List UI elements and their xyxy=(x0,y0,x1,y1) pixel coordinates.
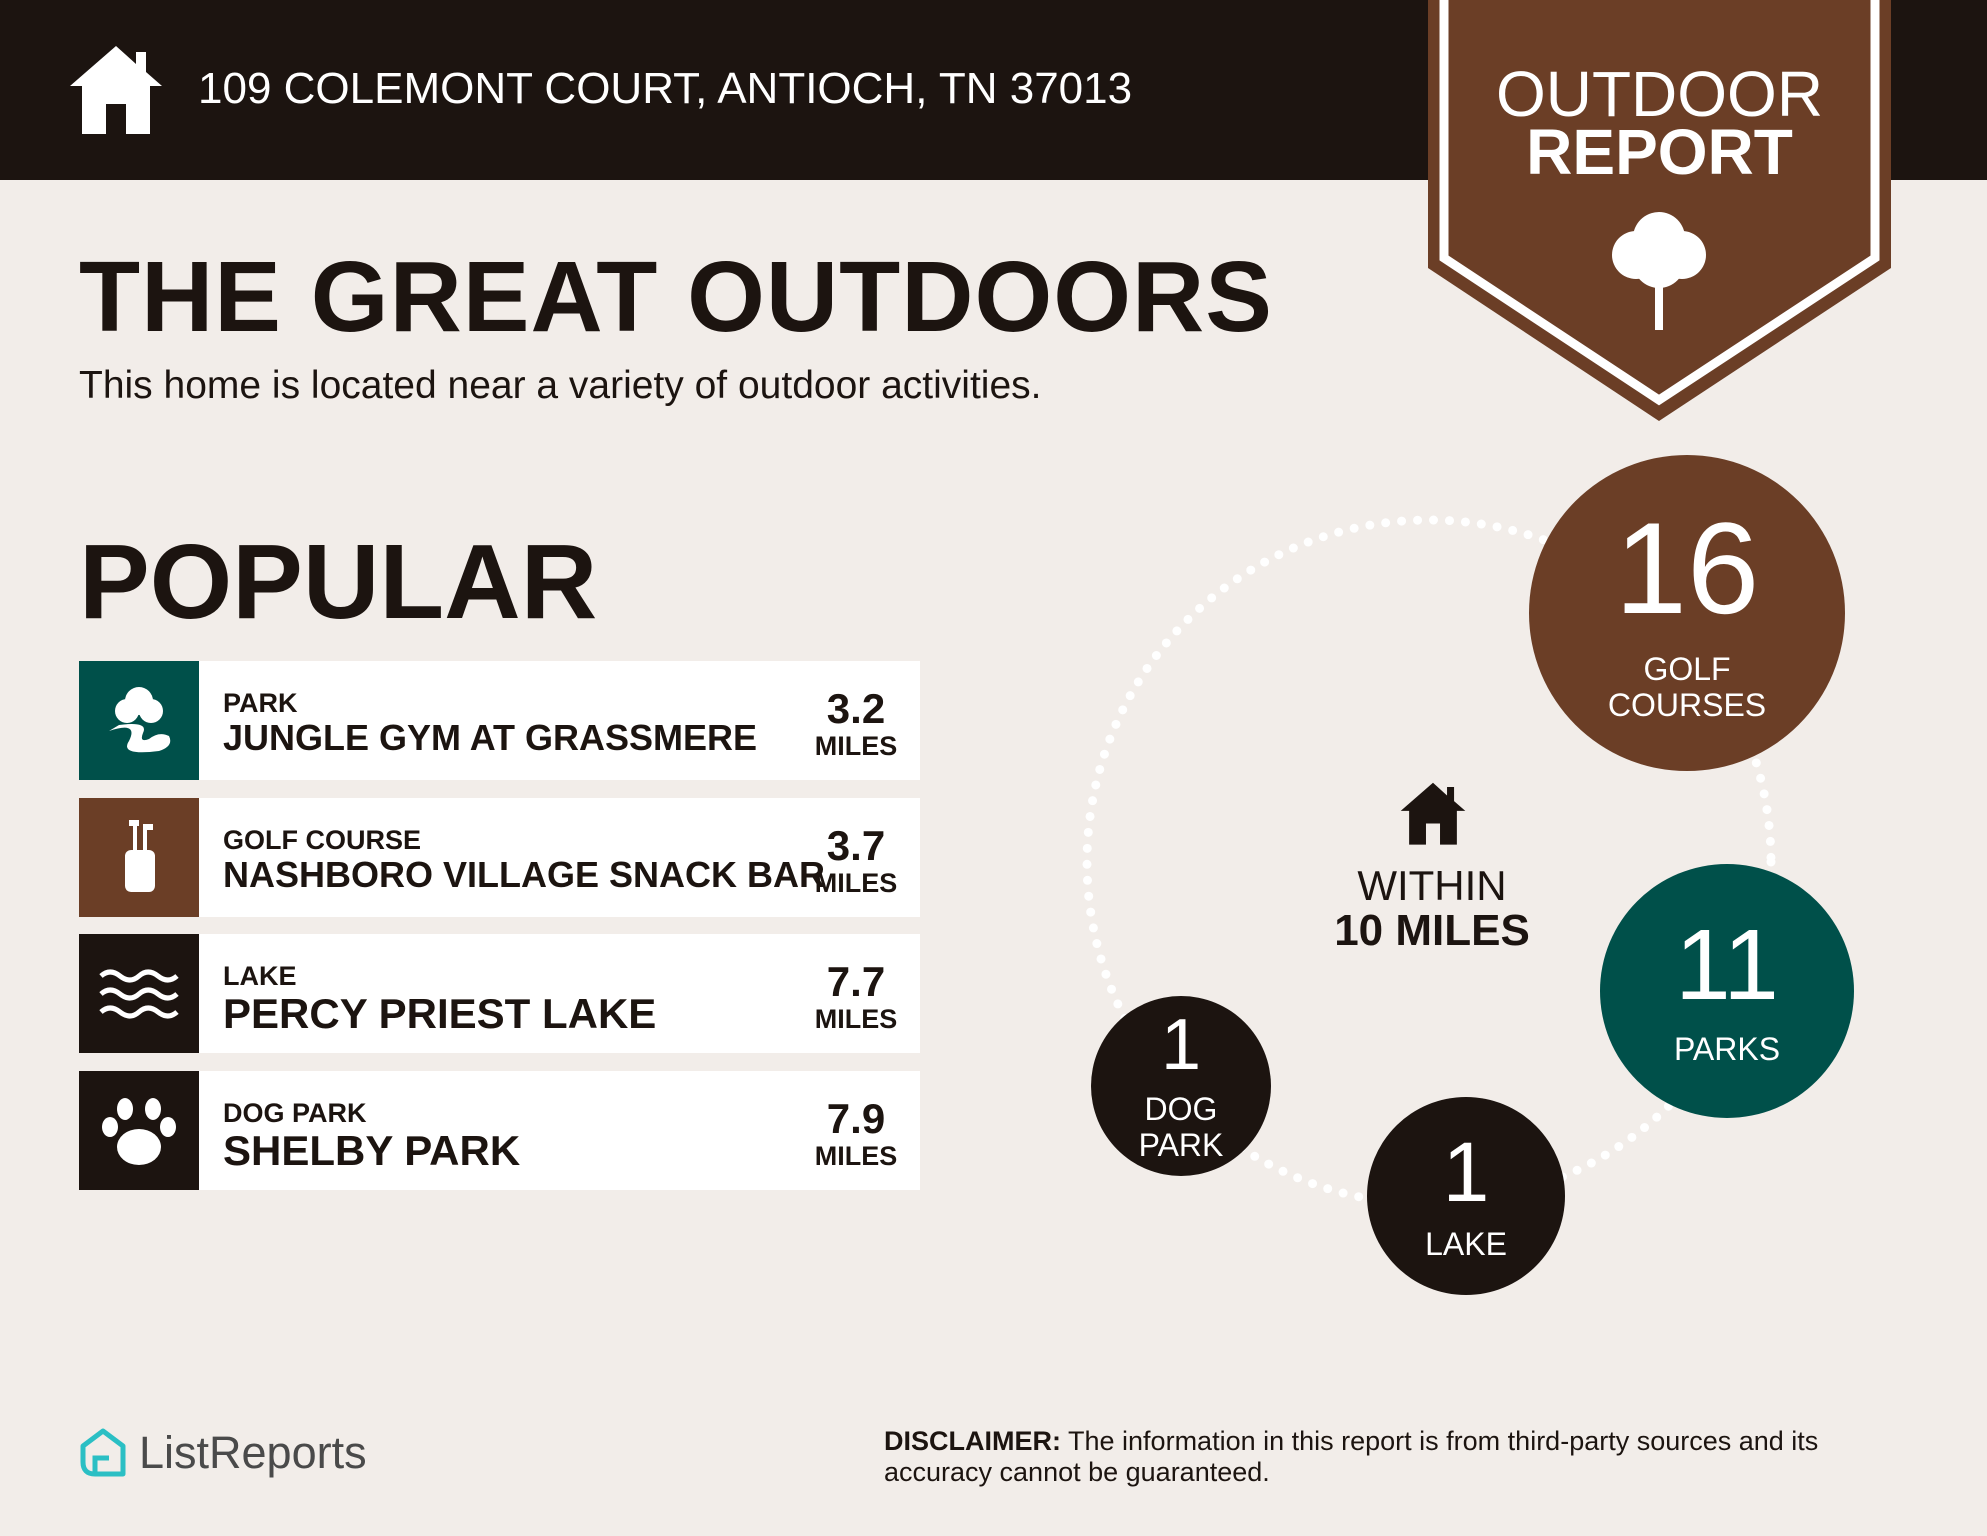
count-label: COURSES xyxy=(1607,687,1767,724)
category: LAKE xyxy=(223,961,297,991)
distance: 7.9 xyxy=(826,1095,886,1142)
count-circle: 1 LAKE xyxy=(1367,1097,1565,1295)
report-badge xyxy=(1428,0,1891,421)
badge-line1: OUTDOOR xyxy=(1495,58,1824,130)
brand-logo xyxy=(80,1428,126,1477)
disclaimer-text: The information in this report is from t… xyxy=(884,1426,1819,1487)
popular-row: DOG PARK SHELBY PARK 7.9 MILES xyxy=(79,1071,920,1190)
category: GOLF COURSE xyxy=(223,825,422,855)
count-circle: 1 DOG PARK xyxy=(1091,996,1271,1176)
distance-unit: MILES xyxy=(814,1141,898,1171)
category: PARK xyxy=(223,688,298,718)
paw-icon xyxy=(79,1071,199,1190)
section-heading: POPULAR xyxy=(79,523,598,641)
distance: 7.7 xyxy=(826,958,886,1005)
distance-unit: MILES xyxy=(814,731,898,761)
place-name: NASHBORO VILLAGE SNACK BAR xyxy=(223,854,826,895)
park-icon xyxy=(79,661,199,780)
popular-row: LAKE PERCY PRIEST LAKE 7.7 MILES xyxy=(79,934,920,1053)
place-name: PERCY PRIEST LAKE xyxy=(223,990,657,1037)
count: 1 xyxy=(1160,1004,1202,1085)
golf-icon xyxy=(79,798,199,917)
count: 16 xyxy=(1614,494,1760,641)
lake-icon xyxy=(79,934,199,1053)
home-icon xyxy=(70,46,162,134)
distance-unit: MILES xyxy=(814,868,898,898)
distance: 3.2 xyxy=(826,685,886,732)
radius-ring xyxy=(1082,515,1776,1209)
count-circle: 16 GOLF COURSES xyxy=(1529,455,1845,771)
disclaimer: DISCLAIMER: The information in this repo… xyxy=(884,1426,1914,1488)
count-circle: 11 PARKS xyxy=(1600,864,1854,1118)
count-label: DOG xyxy=(1144,1091,1218,1128)
count-label: LAKE xyxy=(1425,1225,1507,1262)
count-label: PARK xyxy=(1138,1127,1224,1164)
count-label: PARKS xyxy=(1673,1030,1781,1067)
count-label: GOLF xyxy=(1643,651,1731,688)
home-icon xyxy=(1400,782,1466,845)
title: THE GREAT OUTDOORS xyxy=(79,241,1273,353)
subtitle: This home is located near a variety of o… xyxy=(79,364,1042,407)
disclaimer-label: DISCLAIMER: xyxy=(884,1426,1061,1456)
radius-label: WITHIN xyxy=(1357,862,1507,909)
distance: 3.7 xyxy=(826,822,886,869)
count: 1 xyxy=(1442,1125,1490,1220)
count: 11 xyxy=(1675,909,1779,1022)
popular-row: PARK JUNGLE GYM AT GRASSMERE 3.2 MILES xyxy=(79,661,920,780)
place-name: SHELBY PARK xyxy=(223,1127,521,1174)
place-name: JUNGLE GYM AT GRASSMERE xyxy=(223,717,758,758)
distance-unit: MILES xyxy=(814,1004,898,1034)
popular-row: GOLF COURSE NASHBORO VILLAGE SNACK BAR 3… xyxy=(79,798,920,917)
brand: ListReports xyxy=(139,1427,367,1478)
category: DOG PARK xyxy=(223,1098,367,1128)
address: 109 COLEMONT COURT, ANTIOCH, TN 37013 xyxy=(198,64,1133,113)
radius-value: 10 MILES xyxy=(1334,906,1530,955)
badge-line2: REPORT xyxy=(1526,116,1793,188)
